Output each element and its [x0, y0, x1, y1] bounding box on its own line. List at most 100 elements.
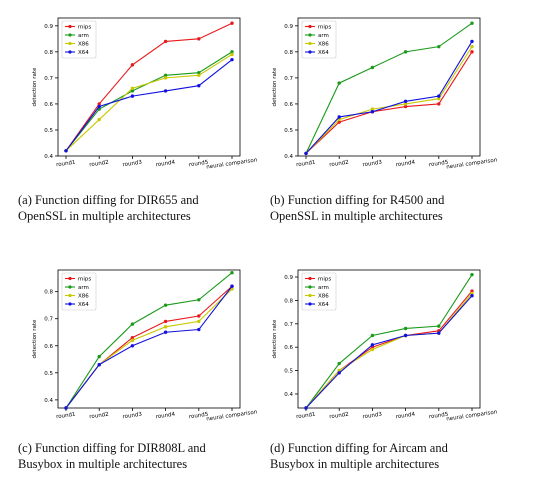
data-point-x64 — [163, 89, 168, 93]
y-tick-label: 0.7 — [284, 76, 293, 82]
plot-frame — [297, 17, 481, 157]
y-tick-label: 0.5 — [44, 371, 53, 377]
legend-label-x64: X64 — [318, 302, 329, 308]
data-point-mips — [470, 50, 474, 54]
y-tick-label: 0.4 — [44, 154, 53, 160]
legend-marker-arm — [308, 33, 312, 37]
data-point-x86 — [403, 102, 408, 106]
y-tick-label: 0.6 — [44, 102, 53, 108]
chart-panel-d: 0.4 0.5 0.6 0.7 0.8 0.9 round1 round2 round3 roun… — [268, 260, 498, 430]
y-tick-label: 0.6 — [44, 344, 53, 350]
data-point-x86 — [130, 338, 135, 343]
data-point-x64 — [197, 327, 201, 332]
y-tick-label: 0.9 — [284, 275, 293, 281]
x-tick-label: round2 — [329, 412, 349, 421]
data-point-mips — [163, 39, 168, 44]
caption-d-line-2: Busybox in multiple architectures — [270, 457, 440, 471]
data-point-x64 — [130, 344, 135, 348]
y-tick-label: 0.4 — [284, 392, 293, 398]
data-point-arm — [163, 303, 168, 307]
data-point-x64 — [130, 94, 135, 98]
series-line-x86 — [65, 53, 233, 152]
data-point-x64 — [370, 343, 375, 347]
data-point-mips — [437, 102, 441, 106]
x-tick-label: neural comparison — [206, 409, 258, 422]
data-point-arm — [403, 326, 408, 331]
legend-label-x86: X86 — [318, 294, 329, 300]
legend-label-x86: X86 — [78, 42, 89, 48]
caption-a-line-1: (a) Function diffing for DIR655 and — [18, 193, 199, 207]
data-point-arm — [437, 44, 441, 49]
y-tick-label: 0.8 — [44, 290, 53, 296]
data-point-arm — [437, 324, 441, 328]
x-tick-label: round2 — [329, 160, 349, 169]
x-tick-label: round1 — [296, 412, 316, 421]
y-tick-label: 0.6 — [284, 102, 293, 108]
data-point-x64 — [470, 294, 474, 298]
series-line-x64 — [65, 285, 233, 409]
data-point-x86 — [437, 97, 441, 101]
line-chart-a: 0.4 0.5 0.6 0.7 0.8 0.9 round1 round2 round3 roun… — [32, 17, 258, 171]
x-tick-label: round3 — [362, 412, 383, 421]
legend-box — [61, 272, 97, 311]
legend-marker-x86 — [308, 41, 312, 46]
data-point-x86 — [197, 319, 201, 324]
x-tick-label: round2 — [89, 160, 109, 169]
data-point-x86 — [163, 325, 168, 329]
y-tick-label: 0.7 — [44, 317, 53, 323]
line-chart-b: 0.4 0.5 0.6 0.7 0.8 0.9 round1 round2 round3 roun… — [272, 17, 498, 171]
data-point-x86 — [337, 117, 341, 122]
legend-marker-x86 — [68, 293, 72, 298]
chart-panel-c: 0.4 0.5 0.6 0.7 0.8 round1 round2 round3 round4 r… — [28, 260, 258, 430]
legend-marker-mips — [68, 24, 72, 29]
x-tick-label: round4 — [395, 160, 416, 169]
y-axis-label: detection rate — [32, 67, 38, 107]
y-tick-label: 0.6 — [284, 345, 293, 351]
data-point-mips — [197, 314, 201, 318]
caption-b-line-1: (b) Function diffing for R4500 and — [270, 193, 445, 207]
caption-c-line-2: Busybox in multiple architectures — [18, 457, 188, 471]
y-axis-label: detection rate — [272, 319, 278, 359]
legend-label-arm: arm — [78, 285, 89, 291]
x-tick-label: neural comparison — [446, 157, 498, 170]
data-point-arm — [97, 354, 101, 359]
data-point-mips — [403, 104, 408, 109]
data-point-arm — [403, 50, 408, 54]
data-point-x64 — [97, 363, 101, 367]
data-point-x64 — [230, 57, 234, 62]
x-tick-label: round4 — [155, 412, 176, 421]
legend-label-x86: X86 — [318, 42, 329, 48]
y-tick-label: 0.7 — [44, 76, 53, 82]
series-line-arm — [305, 274, 473, 409]
legend-label-mips: mips — [78, 25, 91, 31]
x-tick-label: round3 — [122, 160, 143, 169]
series-line-arm — [65, 51, 233, 152]
data-point-x64 — [337, 371, 341, 375]
legend-label-mips: mips — [318, 25, 331, 31]
data-point-x64 — [470, 39, 474, 44]
data-point-x64 — [304, 406, 308, 410]
plot-frame — [297, 269, 481, 409]
data-point-mips — [197, 37, 201, 41]
data-point-arm — [370, 333, 375, 338]
series-line-arm — [305, 22, 473, 154]
data-point-x86 — [470, 44, 474, 49]
series-line-mips — [65, 22, 233, 152]
x-tick-label: round1 — [56, 412, 76, 421]
data-point-x86 — [97, 117, 101, 122]
data-point-x64 — [64, 149, 68, 153]
data-point-arm — [197, 70, 201, 75]
series-line-arm — [65, 272, 233, 409]
x-tick-label: round5 — [189, 412, 210, 421]
y-tick-label: 0.5 — [284, 369, 293, 375]
x-tick-label: round2 — [89, 412, 109, 421]
data-point-x64 — [403, 333, 408, 338]
data-point-arm — [470, 272, 474, 277]
legend-marker-arm — [68, 33, 72, 37]
line-chart-c: 0.4 0.5 0.6 0.7 0.8 round1 round2 round3 round4 r… — [32, 269, 258, 423]
x-tick-label: round5 — [429, 412, 450, 421]
data-point-mips — [130, 63, 135, 67]
caption-c-line-1: (c) Function diffing for DIR808L and — [18, 441, 206, 455]
data-point-mips — [337, 120, 341, 124]
legend-box — [301, 272, 337, 311]
